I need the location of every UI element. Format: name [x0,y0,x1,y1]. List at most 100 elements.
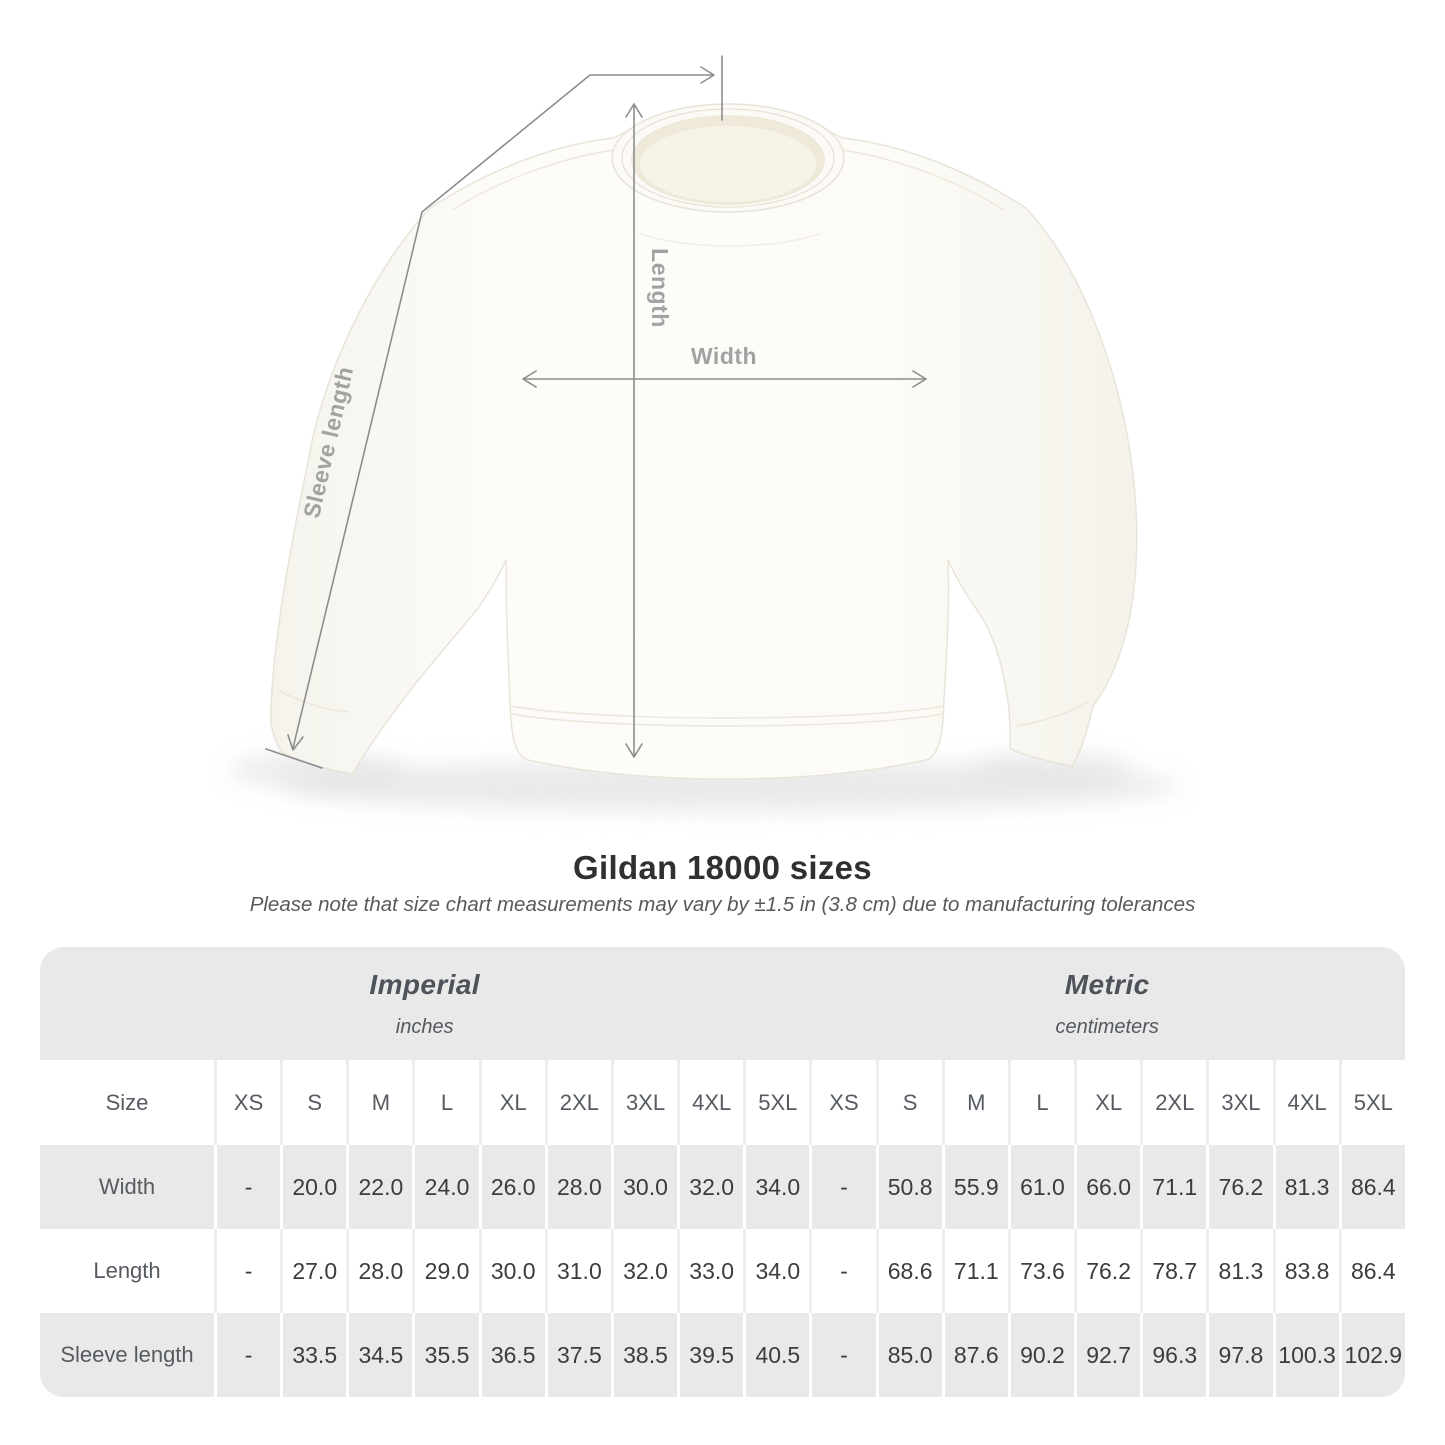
imperial-col-header-4xl: 4XL [677,1060,744,1145]
value-cell: 68.6 [875,1229,942,1313]
metric-band-title: Metric [1064,968,1150,1000]
size-row-label: Size [40,1060,214,1145]
imperial-col-header-m: M [346,1060,413,1145]
width-label: Width [691,343,757,369]
value-cell: 28.0 [544,1145,611,1229]
value-cell: 22.0 [346,1145,413,1229]
size-table: Imperial inches Metric centimeters Size X… [40,947,1405,1397]
imperial-col-header-s: S [280,1060,347,1145]
value-cell: - [809,1145,876,1229]
imperial-col-header-3xl: 3XL [610,1060,678,1145]
collar [611,103,845,213]
size-header-row: Size XS S M L XL 2XL 3XL 4XL 5XL XS S M L XL 2XL 3XL 4XL 5… [40,1060,1405,1145]
value-cell: 71.1 [1140,1145,1207,1229]
value-cell: 97.8 [1206,1313,1273,1397]
imperial-col-header-5xl: 5XL [743,1060,810,1145]
value-cell: 66.0 [1074,1145,1141,1229]
imperial-band-title: Imperial [369,968,480,1000]
value-cell: 76.2 [1074,1229,1141,1313]
value-cell: - [214,1229,281,1313]
value-cell: 86.4 [1338,1145,1405,1229]
value-cell: - [214,1313,281,1397]
value-cell: 34.0 [743,1145,810,1229]
table-row-sleeve-length: Sleeve length -33.5 34.5 35.5 36.5 37.5 38.5 39… [40,1313,1405,1397]
value-cell: 27.0 [280,1229,347,1313]
value-cell: 28.0 [346,1229,413,1313]
width-measure: Width [522,343,927,388]
metric-col-header-4xl: 4XL [1272,1060,1339,1145]
value-cell: 76.2 [1206,1145,1273,1229]
value-cell: 71.1 [941,1229,1008,1313]
value-cell: 78.7 [1140,1229,1207,1313]
value-cell: 55.9 [941,1145,1008,1229]
value-cell: 29.0 [412,1229,479,1313]
value-cell: 85.0 [875,1313,942,1397]
imperial-col-header-l: L [412,1060,479,1145]
value-cell: 61.0 [1007,1145,1075,1229]
sweatshirt-illustration [270,103,1138,780]
value-cell: 34.5 [346,1313,413,1397]
row-label: Length [40,1229,214,1313]
value-cell: 83.8 [1272,1229,1339,1313]
value-cell: 102.9 [1338,1313,1405,1397]
imperial-col-header-xl: XL [478,1060,545,1145]
value-cell: 31.0 [544,1229,611,1313]
length-label: Length [647,248,673,328]
value-cell: 73.6 [1007,1229,1075,1313]
size-table-container: Imperial inches Metric centimeters Size X… [40,947,1405,1397]
value-cell: 37.5 [544,1313,611,1397]
value-cell: 33.0 [677,1229,744,1313]
value-cell: - [809,1229,876,1313]
value-cell: - [214,1145,281,1229]
row-label: Sleeve length [40,1313,214,1397]
value-cell: 35.5 [412,1313,479,1397]
sweatshirt-diagram: Sleeve length Length Width [230,55,1180,812]
garment-shadow [230,752,1180,812]
unit-band-row: Imperial inches Metric centimeters [40,947,1405,1060]
value-cell: 50.8 [875,1145,942,1229]
value-cell: 24.0 [412,1145,479,1229]
value-cell: 39.5 [677,1313,744,1397]
metric-col-header-5xl: 5XL [1338,1060,1405,1145]
value-cell: 36.5 [478,1313,545,1397]
table-row-length: Length -27.0 28.0 29.0 30.0 31.0 32.0 33.0 34.0-… [40,1229,1405,1313]
value-cell: - [809,1313,876,1397]
value-cell: 87.6 [941,1313,1008,1397]
imperial-band: Imperial inches [40,947,810,1060]
value-cell: 30.0 [478,1229,545,1313]
value-cell: 92.7 [1074,1313,1141,1397]
metric-band: Metric centimeters [809,947,1405,1060]
value-cell: 86.4 [1338,1229,1405,1313]
imperial-band-unit: inches [395,1015,454,1038]
value-cell: 34.0 [743,1229,810,1313]
metric-col-header-s: S [875,1060,942,1145]
value-cell: 81.3 [1206,1229,1273,1313]
value-cell: 96.3 [1140,1313,1207,1397]
page-title: Gildan 18000 sizes [573,849,872,886]
value-cell: 40.5 [743,1313,810,1397]
metric-band-unit: centimeters [1055,1015,1159,1038]
metric-col-header-xl: XL [1074,1060,1141,1145]
value-cell: 30.0 [610,1145,678,1229]
value-cell: 32.0 [677,1145,744,1229]
metric-col-header-2xl: 2XL [1140,1060,1207,1145]
row-label: Width [40,1145,214,1229]
value-cell: 26.0 [478,1145,545,1229]
value-cell: 81.3 [1272,1145,1339,1229]
value-cell: 32.0 [610,1229,678,1313]
value-cell: 90.2 [1007,1313,1075,1397]
value-cell: 100.3 [1272,1313,1339,1397]
metric-col-header-xs: XS [809,1060,876,1145]
tolerance-note: Please note that size chart measurements… [249,893,1196,916]
table-row-width: Width -20.0 22.0 24.0 26.0 28.0 30.0 32.0 34.0-5… [40,1145,1405,1229]
metric-col-header-3xl: 3XL [1206,1060,1273,1145]
value-cell: 33.5 [280,1313,347,1397]
metric-col-header-l: L [1007,1060,1075,1145]
value-cell: 20.0 [280,1145,347,1229]
metric-col-header-m: M [941,1060,1008,1145]
value-cell: 38.5 [610,1313,678,1397]
imperial-col-header-2xl: 2XL [544,1060,611,1145]
length-measure: Length [625,103,673,758]
imperial-col-header-xs: XS [214,1060,281,1145]
